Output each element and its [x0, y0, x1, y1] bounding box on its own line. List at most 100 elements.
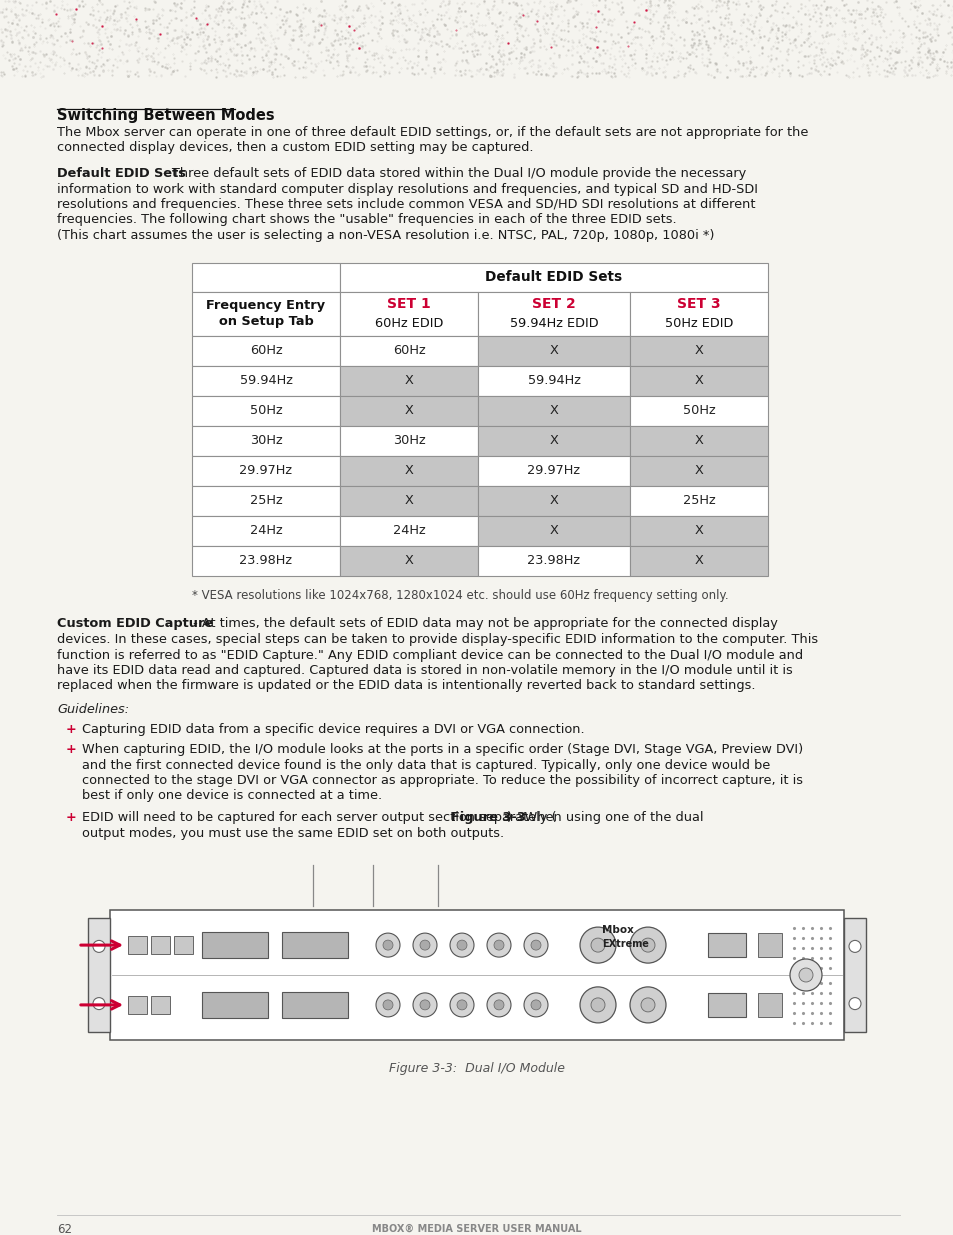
- Bar: [477, 366, 629, 395]
- Bar: [477, 515, 629, 546]
- Circle shape: [590, 998, 604, 1011]
- Bar: [629, 395, 767, 426]
- Circle shape: [494, 1000, 503, 1010]
- Text: X: X: [694, 433, 702, 447]
- Bar: [477, 291, 629, 336]
- Text: Switching Between Modes: Switching Between Modes: [57, 107, 274, 124]
- Text: 29.97Hz: 29.97Hz: [527, 464, 579, 477]
- Text: 24Hz: 24Hz: [250, 524, 282, 537]
- Bar: [629, 456, 767, 485]
- Bar: [758, 934, 781, 957]
- Circle shape: [590, 939, 604, 952]
- Text: 25Hz: 25Hz: [682, 494, 715, 508]
- Bar: [339, 366, 477, 395]
- Circle shape: [382, 1000, 393, 1010]
- Bar: [192, 456, 339, 485]
- Bar: [707, 934, 745, 957]
- Circle shape: [92, 998, 105, 1009]
- Circle shape: [579, 927, 616, 963]
- Bar: [192, 485, 339, 515]
- Bar: [339, 336, 477, 366]
- Text: 59.94Hz: 59.94Hz: [239, 374, 293, 387]
- Circle shape: [419, 1000, 430, 1010]
- Bar: [629, 366, 767, 395]
- Text: 62: 62: [57, 1223, 71, 1235]
- Text: SET 2: SET 2: [532, 296, 576, 310]
- Text: function is referred to as "EDID Capture." Any EDID compliant device can be conn: function is referred to as "EDID Capture…: [57, 648, 802, 662]
- Bar: [282, 932, 348, 958]
- Circle shape: [523, 934, 547, 957]
- Bar: [477, 546, 629, 576]
- Circle shape: [375, 993, 399, 1016]
- Circle shape: [848, 998, 861, 1009]
- Bar: [88, 918, 110, 1032]
- Circle shape: [486, 993, 511, 1016]
- Circle shape: [799, 968, 812, 982]
- Circle shape: [629, 987, 665, 1023]
- Text: 29.97Hz: 29.97Hz: [239, 464, 293, 477]
- Bar: [192, 546, 339, 576]
- Text: devices. In these cases, special steps can be taken to provide display-specific : devices. In these cases, special steps c…: [57, 634, 818, 646]
- Text: X: X: [404, 404, 413, 417]
- Text: Figure 3-3:  Dual I/O Module: Figure 3-3: Dual I/O Module: [389, 1062, 564, 1074]
- Text: SET 1: SET 1: [387, 296, 431, 310]
- Text: X: X: [404, 555, 413, 567]
- Text: 30Hz: 30Hz: [250, 433, 282, 447]
- Text: Default EDID Sets: Default EDID Sets: [57, 167, 186, 180]
- Bar: [477, 336, 629, 366]
- Text: 30Hz: 30Hz: [393, 433, 425, 447]
- Text: ) . When using one of the dual: ) . When using one of the dual: [506, 811, 702, 824]
- Circle shape: [456, 1000, 467, 1010]
- Text: (This chart assumes the user is selecting a non-VESA resolution i.e. NTSC, PAL, : (This chart assumes the user is selectin…: [57, 228, 714, 242]
- Circle shape: [640, 939, 655, 952]
- Circle shape: [789, 960, 821, 990]
- Bar: [629, 291, 767, 336]
- Circle shape: [382, 940, 393, 950]
- Text: +: +: [66, 811, 76, 824]
- Bar: [202, 992, 268, 1018]
- Text: * VESA resolutions like 1024x768, 1280x1024 etc. should use 60Hz frequency setti: * VESA resolutions like 1024x768, 1280x1…: [192, 589, 728, 603]
- Text: 50Hz: 50Hz: [250, 404, 282, 417]
- Text: Mbox: Mbox: [601, 925, 633, 935]
- Text: Figure 3-3: Figure 3-3: [450, 811, 525, 824]
- Text: X: X: [694, 374, 702, 387]
- Bar: [758, 993, 781, 1016]
- Text: X: X: [694, 555, 702, 567]
- Bar: [192, 426, 339, 456]
- Text: Frequency Entry
on Setup Tab: Frequency Entry on Setup Tab: [206, 300, 325, 327]
- Bar: [477, 485, 629, 515]
- Text: 60Hz EDID: 60Hz EDID: [375, 317, 443, 330]
- Circle shape: [629, 927, 665, 963]
- Bar: [151, 936, 170, 955]
- Text: X: X: [549, 524, 558, 537]
- Bar: [629, 546, 767, 576]
- Bar: [128, 936, 147, 955]
- Text: 23.98Hz: 23.98Hz: [239, 555, 293, 567]
- Bar: [843, 918, 865, 1032]
- Circle shape: [640, 998, 655, 1011]
- Bar: [192, 263, 339, 291]
- Bar: [202, 932, 268, 958]
- Bar: [192, 515, 339, 546]
- Bar: [477, 456, 629, 485]
- Text: - Three default sets of EDID data stored within the Dual I/O module provide the : - Three default sets of EDID data stored…: [159, 167, 745, 180]
- Text: EXtreme: EXtreme: [601, 939, 648, 948]
- Circle shape: [375, 934, 399, 957]
- Bar: [339, 546, 477, 576]
- Text: 59.94Hz EDID: 59.94Hz EDID: [509, 317, 598, 330]
- Circle shape: [450, 993, 474, 1016]
- Text: 23.98Hz: 23.98Hz: [527, 555, 579, 567]
- Bar: [339, 291, 477, 336]
- Text: +: +: [66, 743, 76, 756]
- Text: 25Hz: 25Hz: [250, 494, 282, 508]
- Text: best if only one device is connected at a time.: best if only one device is connected at …: [82, 789, 382, 803]
- Bar: [110, 910, 843, 1040]
- Text: output modes, you must use the same EDID set on both outputs.: output modes, you must use the same EDID…: [82, 826, 503, 840]
- Text: - At times, the default sets of EDID data may not be appropriate for the connect: - At times, the default sets of EDID dat…: [189, 618, 777, 631]
- Text: X: X: [549, 404, 558, 417]
- Text: and the first connected device found is the only data that is captured. Typicall: and the first connected device found is …: [82, 758, 769, 772]
- Text: connected display devices, then a custom EDID setting may be captured.: connected display devices, then a custom…: [57, 142, 533, 154]
- Circle shape: [531, 940, 540, 950]
- Text: 50Hz: 50Hz: [682, 404, 715, 417]
- Text: 24Hz: 24Hz: [393, 524, 425, 537]
